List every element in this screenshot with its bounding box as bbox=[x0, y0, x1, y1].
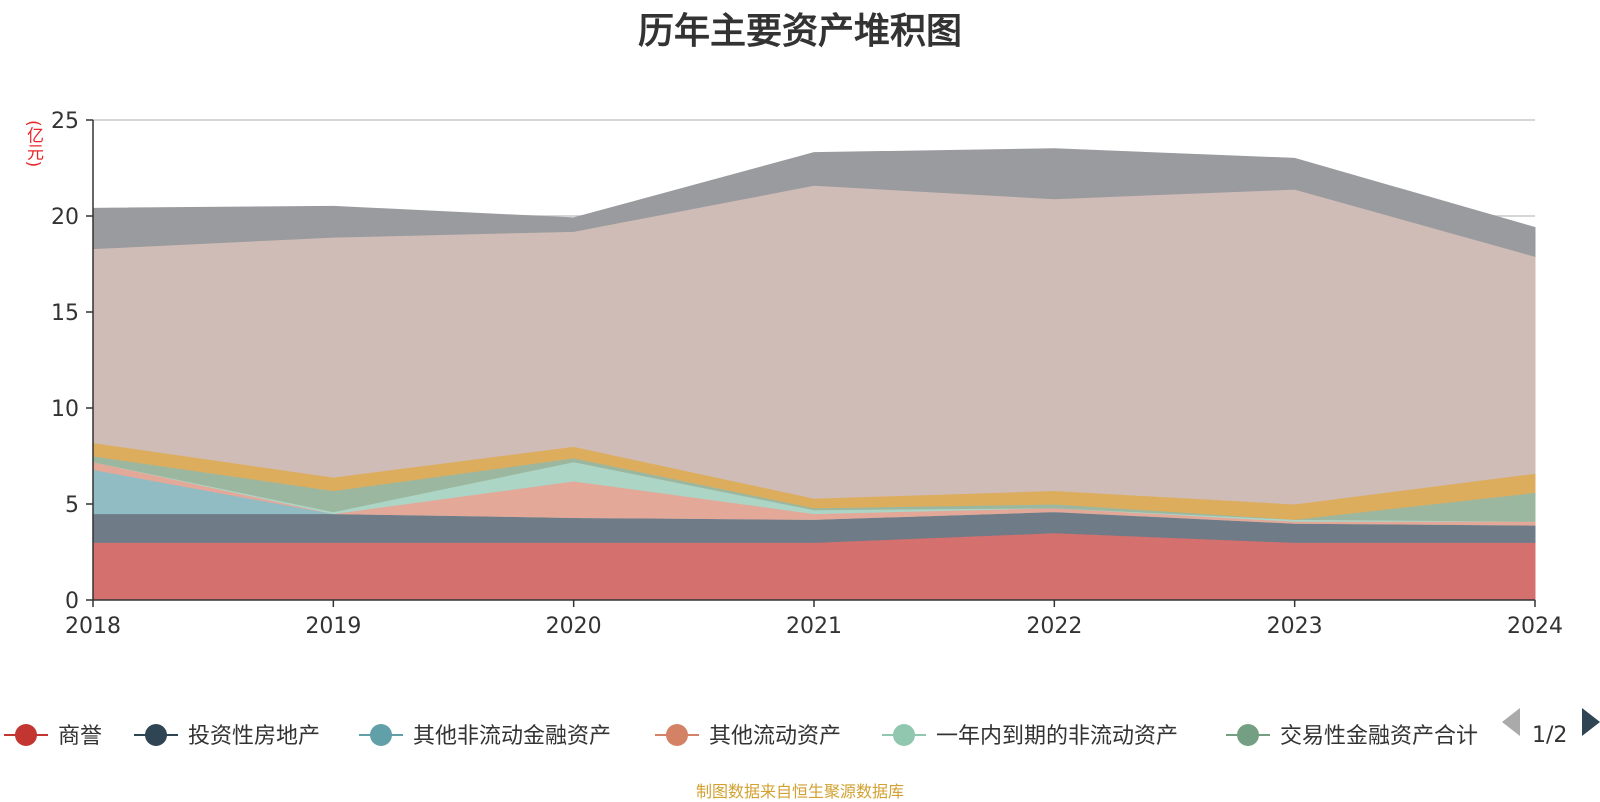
legend-marker-4 bbox=[893, 724, 915, 746]
legend-label-5: 交易性金融资产合计 bbox=[1280, 724, 1478, 749]
y-axis-unit-label: (亿元) bbox=[23, 120, 43, 168]
legend-marker-0 bbox=[15, 724, 37, 746]
legend-marker-5 bbox=[1237, 724, 1259, 746]
legend-label-0: 商誉 bbox=[58, 724, 102, 749]
y-tick-label-20: 20 bbox=[51, 205, 79, 230]
y-tick-label-15: 15 bbox=[51, 301, 79, 326]
legend-label-3: 其他流动资产 bbox=[709, 724, 841, 749]
x-tick-label-2020: 2020 bbox=[546, 614, 602, 639]
legend-prev-page-icon[interactable] bbox=[1502, 708, 1520, 736]
x-tick-label-2023: 2023 bbox=[1267, 614, 1323, 639]
legend-item-5[interactable]: 交易性金融资产合计 bbox=[1226, 724, 1478, 749]
stacked-areas bbox=[92, 148, 1536, 601]
y-tick-label-0: 0 bbox=[65, 589, 79, 614]
legend-label-2: 其他非流动金融资产 bbox=[413, 724, 611, 749]
legend-label-4: 一年内到期的非流动资产 bbox=[936, 724, 1178, 749]
legend-item-1[interactable]: 投资性房地产 bbox=[134, 724, 320, 749]
legend-label-1: 投资性房地产 bbox=[188, 724, 320, 749]
x-tick-label-2021: 2021 bbox=[786, 614, 842, 639]
y-tick-label-10: 10 bbox=[51, 397, 79, 422]
legend-next-page-icon[interactable] bbox=[1582, 708, 1600, 736]
axes: 0 5 10 15 20 25 2018 2019 2020 2021 2022 2023 2024 bbox=[51, 109, 1563, 639]
chart-title: 历年主要资产堆积图 bbox=[637, 11, 962, 52]
y-tick-label-25: 25 bbox=[51, 109, 79, 134]
legend-marker-2 bbox=[370, 724, 392, 746]
x-tick-label-2024: 2024 bbox=[1507, 614, 1563, 639]
data-source-note: 制图数据来自恒生聚源数据库 bbox=[695, 782, 904, 801]
x-tick-label-2019: 2019 bbox=[305, 614, 361, 639]
legend-item-4[interactable]: 一年内到期的非流动资产 bbox=[882, 724, 1178, 749]
legend-item-0[interactable]: 商誉 bbox=[4, 724, 102, 749]
legend-item-2[interactable]: 其他非流动金融资产 bbox=[359, 724, 611, 749]
legend: 商誉 投资性房地产 其他非流动金融资产 其他流动资产 一年内到期的非流动资产 交易性金融资… bbox=[4, 724, 1478, 749]
legend-marker-3 bbox=[666, 724, 688, 746]
y-tick-label-5: 5 bbox=[65, 493, 79, 518]
legend-page-indicator: 1/2 bbox=[1532, 723, 1567, 748]
legend-pager: 1/2 bbox=[1502, 708, 1600, 748]
x-tick-label-2022: 2022 bbox=[1026, 614, 1082, 639]
x-tick-label-2018: 2018 bbox=[65, 614, 121, 639]
legend-item-3[interactable]: 其他流动资产 bbox=[655, 724, 841, 749]
area-series-8 bbox=[92, 148, 1536, 257]
legend-marker-1 bbox=[145, 724, 167, 746]
